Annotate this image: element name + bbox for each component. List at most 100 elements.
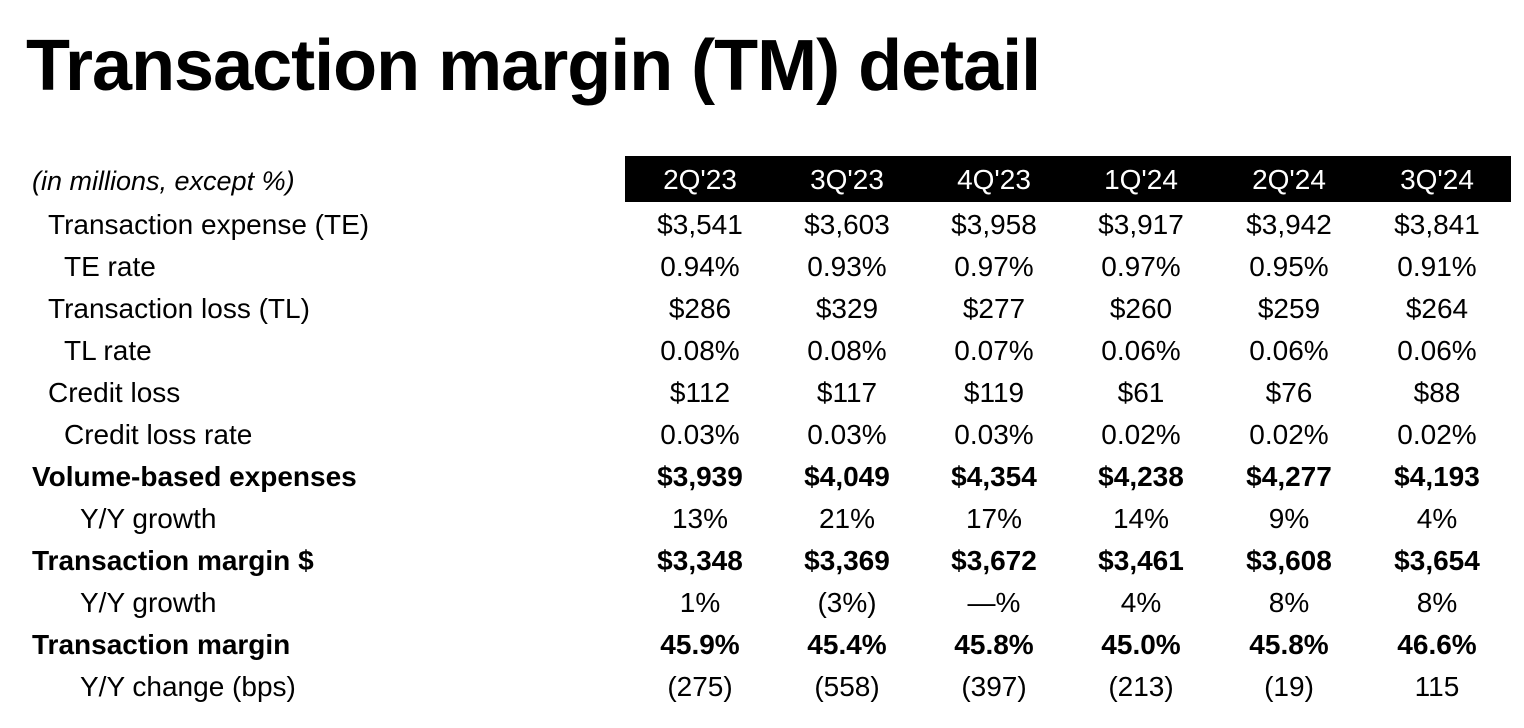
column-header-2q23: 2Q'23 bbox=[663, 164, 737, 195]
table-cell: 4% bbox=[1120, 587, 1162, 618]
table-cell: $3,603 bbox=[804, 209, 890, 240]
table-row: Transaction margin 45.9% 45.4% 45.8% 45.0% 45… bbox=[0, 624, 1524, 666]
row-label: Y/Y growth bbox=[80, 503, 217, 534]
row-label: Transaction loss (TL) bbox=[48, 293, 310, 324]
table-cell: 45.8% bbox=[1249, 629, 1329, 660]
table-cell: $4,354 bbox=[951, 461, 1037, 492]
table-cell: 4% bbox=[1416, 503, 1458, 534]
table-cell: (213) bbox=[1108, 671, 1174, 702]
table-cell: $277 bbox=[962, 293, 1026, 324]
row-label: Transaction expense (TE) bbox=[48, 209, 370, 240]
table-cell: $329 bbox=[815, 293, 879, 324]
table-cell: (558) bbox=[814, 671, 880, 702]
table-cell: 45.8% bbox=[954, 629, 1034, 660]
table-cell: $3,348 bbox=[657, 545, 743, 576]
table-cell: —% bbox=[967, 587, 1021, 618]
table-cell: $4,277 bbox=[1246, 461, 1332, 492]
table-cell: $3,608 bbox=[1246, 545, 1332, 576]
table-header-band bbox=[625, 156, 1511, 202]
table-cell: $3,369 bbox=[804, 545, 890, 576]
row-label: Y/Y change (bps) bbox=[80, 671, 296, 702]
table-cell: 45.4% bbox=[807, 629, 887, 660]
table-cell: $3,841 bbox=[1394, 209, 1480, 240]
table-cell: $4,238 bbox=[1098, 461, 1184, 492]
table-cell: $3,917 bbox=[1098, 209, 1184, 240]
row-label: Transaction margin bbox=[32, 629, 291, 660]
row-label: Credit loss bbox=[48, 377, 181, 408]
page-title: Transaction margin (TM) detail bbox=[26, 26, 1041, 106]
row-label: TL rate bbox=[64, 335, 152, 366]
table-cell: 0.02% bbox=[1397, 419, 1477, 450]
table-cell: 0.94% bbox=[660, 251, 740, 282]
table-cell: 21% bbox=[818, 503, 876, 534]
table-cell: $3,939 bbox=[657, 461, 743, 492]
table-row: Transaction expense (TE) $3,541 $3,603 $3,9… bbox=[0, 204, 1524, 246]
table-unit-note: (in millions, except %) bbox=[32, 166, 295, 196]
table-cell: 9% bbox=[1268, 503, 1310, 534]
table-cell: $3,654 bbox=[1394, 545, 1480, 576]
table-cell: 0.03% bbox=[660, 419, 740, 450]
table-cell: 45.0% bbox=[1101, 629, 1181, 660]
table-cell: 0.95% bbox=[1249, 251, 1329, 282]
table-cell: 8% bbox=[1268, 587, 1310, 618]
table-cell: 115 bbox=[1414, 671, 1460, 702]
table-row: Y/Y growth 13% 21% 17% 14% 9% 4% bbox=[0, 498, 1524, 540]
table-cell: 0.97% bbox=[1101, 251, 1181, 282]
table-cell: 13% bbox=[671, 503, 729, 534]
table-cell: (397) bbox=[961, 671, 1027, 702]
column-header-3q24: 3Q'24 bbox=[1400, 164, 1474, 195]
table-cell: (275) bbox=[667, 671, 733, 702]
table-cell: $88 bbox=[1413, 377, 1461, 408]
table-cell: 14% bbox=[1112, 503, 1170, 534]
column-header-4q23: 4Q'23 bbox=[957, 164, 1031, 195]
table-cell: 0.07% bbox=[954, 335, 1034, 366]
table-cell: 45.9% bbox=[660, 629, 740, 660]
column-header-1q24: 1Q'24 bbox=[1104, 164, 1178, 195]
row-label: TE rate bbox=[64, 251, 156, 282]
table-cell: 0.91% bbox=[1397, 251, 1477, 282]
table-cell: $61 bbox=[1117, 377, 1165, 408]
table-cell: $3,942 bbox=[1246, 209, 1332, 240]
table-cell: 1% bbox=[679, 587, 721, 618]
table-cell: $264 bbox=[1405, 293, 1469, 324]
row-label: Y/Y growth bbox=[80, 587, 217, 618]
table-row: TE rate 0.94% 0.93% 0.97% 0.97% 0.95% 0.91% bbox=[0, 246, 1524, 288]
table-cell: (3%) bbox=[817, 587, 877, 618]
table-cell: $112 bbox=[669, 377, 731, 408]
table-cell: $117 bbox=[816, 377, 878, 408]
table-row: Credit loss $112 $117 $119 $61 $76 $88 bbox=[0, 372, 1524, 414]
table-cell: $3,541 bbox=[657, 209, 743, 240]
table-cell: 17% bbox=[965, 503, 1023, 534]
table-cell: $286 bbox=[668, 293, 732, 324]
table-cell: $119 bbox=[963, 377, 1025, 408]
table-cell: $3,672 bbox=[951, 545, 1037, 576]
table-cell: 0.02% bbox=[1101, 419, 1181, 450]
table-row: Y/Y change (bps) (275) (558) (397) (213) (19)… bbox=[0, 666, 1524, 708]
table-cell: 0.03% bbox=[954, 419, 1034, 450]
table-cell: $3,461 bbox=[1098, 545, 1184, 576]
table-row: Transaction loss (TL) $286 $329 $277 $260 $25… bbox=[0, 288, 1524, 330]
row-label: Credit loss rate bbox=[64, 419, 253, 450]
table-row: Transaction margin $ $3,348 $3,369 $3,672 $3… bbox=[0, 540, 1524, 582]
table-row: Y/Y growth 1% (3%) —% 4% 8% 8% bbox=[0, 582, 1524, 624]
table-cell: 0.03% bbox=[807, 419, 887, 450]
table-cell: $259 bbox=[1257, 293, 1321, 324]
row-label: Transaction margin $ bbox=[32, 545, 314, 576]
table-cell: 0.08% bbox=[660, 335, 740, 366]
table-cell: 0.93% bbox=[807, 251, 887, 282]
table-cell: 0.08% bbox=[807, 335, 887, 366]
table-row: Credit loss rate 0.03% 0.03% 0.03% 0.02% 0.02… bbox=[0, 414, 1524, 456]
table-cell: $4,193 bbox=[1394, 461, 1480, 492]
table-cell: 0.06% bbox=[1101, 335, 1181, 366]
table-cell: 8% bbox=[1416, 587, 1458, 618]
table-row: TL rate 0.08% 0.08% 0.07% 0.06% 0.06% 0.06% bbox=[0, 330, 1524, 372]
table-cell: 0.02% bbox=[1249, 419, 1329, 450]
table-row: Volume-based expenses $3,939 $4,049 $4,354 $… bbox=[0, 456, 1524, 498]
table-cell: (19) bbox=[1264, 671, 1314, 702]
table-cell: $3,958 bbox=[951, 209, 1037, 240]
table-cell: $260 bbox=[1109, 293, 1173, 324]
table-cell: 0.06% bbox=[1397, 335, 1477, 366]
column-header-3q23: 3Q'23 bbox=[810, 164, 884, 195]
table-cell: $4,049 bbox=[804, 461, 890, 492]
row-label: Volume-based expenses bbox=[32, 461, 357, 492]
